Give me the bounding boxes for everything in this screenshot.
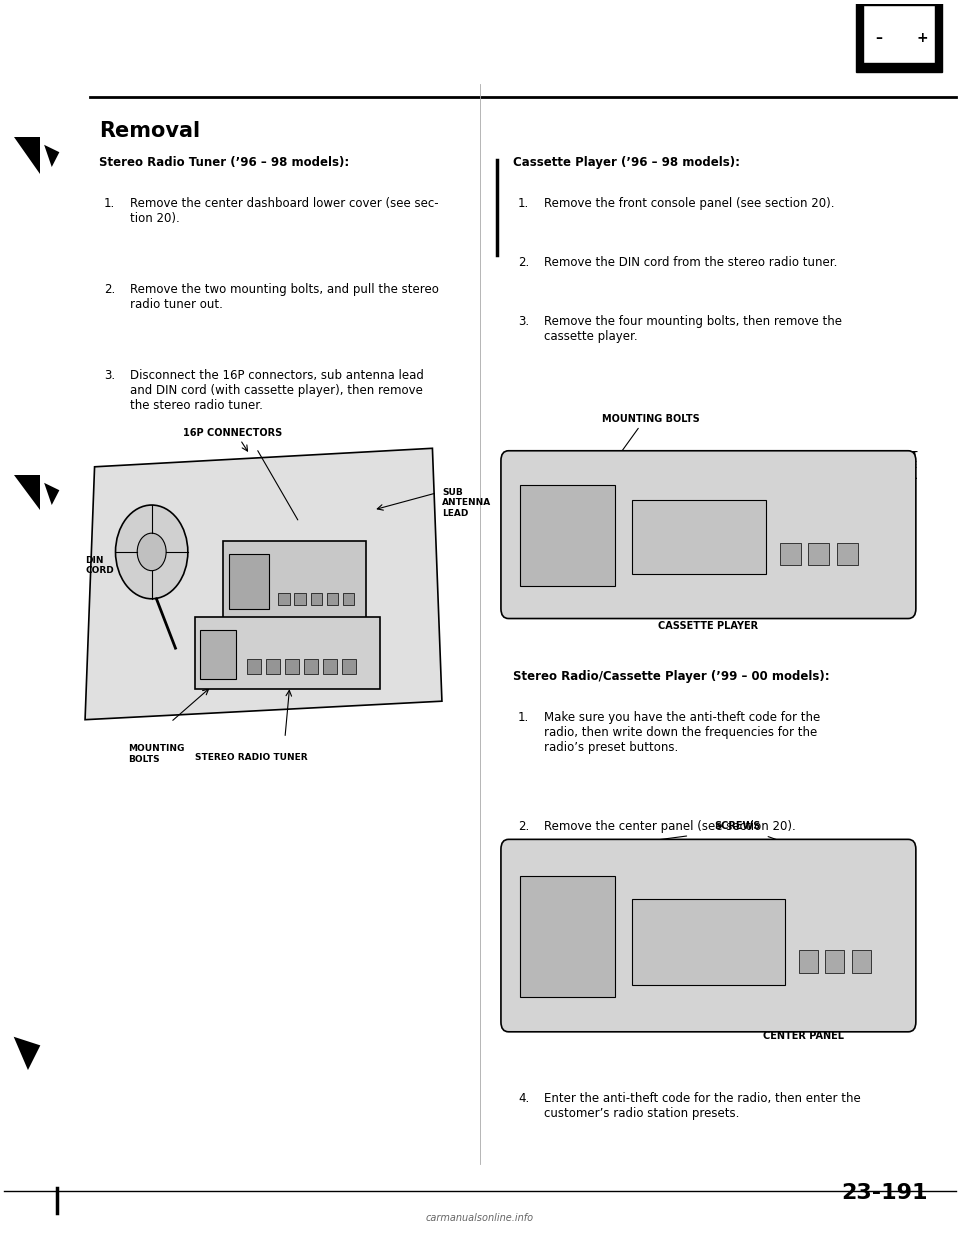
- Text: 3.: 3.: [104, 369, 115, 383]
- Text: Enter the anti-theft code for the radio, then enter the
customer’s radio station: Enter the anti-theft code for the radio,…: [543, 1092, 860, 1120]
- Polygon shape: [13, 138, 40, 174]
- Text: Remove the four mounting screws, and disconnect
the 20P connector and antenna le: Remove the four mounting screws, and dis…: [543, 879, 844, 922]
- Text: Remove the center panel (see section 20).: Remove the center panel (see section 20)…: [543, 820, 796, 832]
- FancyBboxPatch shape: [247, 660, 261, 674]
- Text: 2.: 2.: [518, 256, 529, 268]
- FancyBboxPatch shape: [323, 660, 337, 674]
- FancyBboxPatch shape: [228, 554, 269, 609]
- FancyBboxPatch shape: [223, 540, 366, 621]
- Text: SCREWS: SCREWS: [714, 821, 760, 831]
- Text: 4.: 4.: [518, 1092, 529, 1105]
- Circle shape: [115, 505, 188, 599]
- Text: –: –: [876, 31, 882, 46]
- FancyBboxPatch shape: [342, 660, 356, 674]
- FancyBboxPatch shape: [311, 592, 322, 605]
- FancyBboxPatch shape: [852, 950, 871, 972]
- Polygon shape: [85, 448, 442, 719]
- Text: Cassette Player (’96 – 98 models):: Cassette Player (’96 – 98 models):: [514, 156, 740, 169]
- FancyBboxPatch shape: [633, 898, 784, 985]
- Text: Stereo Radio Tuner (’96 – 98 models):: Stereo Radio Tuner (’96 – 98 models):: [99, 156, 349, 169]
- Text: MOUNTING BOLTS: MOUNTING BOLTS: [603, 414, 700, 424]
- FancyBboxPatch shape: [278, 592, 290, 605]
- FancyBboxPatch shape: [295, 592, 306, 605]
- Text: Remove the four mounting bolts, then remove the
cassette player.: Remove the four mounting bolts, then rem…: [543, 315, 842, 343]
- Text: Stereo Radio/Cassette Player (’99 – 00 models):: Stereo Radio/Cassette Player (’99 – 00 m…: [514, 671, 830, 683]
- Text: MOUNTING
BOLTS: MOUNTING BOLTS: [128, 744, 184, 764]
- Text: 2.: 2.: [104, 283, 115, 296]
- FancyBboxPatch shape: [520, 877, 615, 997]
- FancyBboxPatch shape: [808, 543, 829, 565]
- Text: 1.: 1.: [518, 712, 529, 724]
- FancyBboxPatch shape: [863, 5, 935, 63]
- Text: +: +: [917, 31, 928, 46]
- Text: 3.: 3.: [518, 315, 529, 328]
- Text: FRONT
CONSOLE
PANEL: FRONT CONSOLE PANEL: [870, 451, 918, 481]
- Text: 1.: 1.: [518, 196, 529, 210]
- FancyBboxPatch shape: [285, 660, 300, 674]
- Text: Remove the DIN cord from the stereo radio tuner.: Remove the DIN cord from the stereo radi…: [543, 256, 837, 268]
- Circle shape: [137, 533, 166, 570]
- Text: 16P CONNECTORS: 16P CONNECTORS: [183, 428, 282, 438]
- Text: CASSETTE PLAYER: CASSETTE PLAYER: [659, 621, 758, 631]
- FancyBboxPatch shape: [195, 617, 380, 689]
- FancyBboxPatch shape: [780, 543, 801, 565]
- Text: STEREO RADIO TUNER: STEREO RADIO TUNER: [195, 753, 308, 763]
- FancyBboxPatch shape: [856, 0, 942, 72]
- FancyBboxPatch shape: [326, 592, 338, 605]
- FancyBboxPatch shape: [343, 592, 354, 605]
- Text: Remove the front console panel (see section 20).: Remove the front console panel (see sect…: [543, 196, 834, 210]
- Text: Remove the center dashboard lower cover (see sec-
tion 20).: Remove the center dashboard lower cover …: [130, 196, 439, 225]
- Text: SUB
ANTENNA
LEAD: SUB ANTENNA LEAD: [442, 488, 492, 518]
- Text: Disconnect the 16P connectors, sub antenna lead
and DIN cord (with cassette play: Disconnect the 16P connectors, sub anten…: [130, 369, 423, 412]
- Text: carmanualsonline.info: carmanualsonline.info: [426, 1213, 534, 1223]
- FancyBboxPatch shape: [501, 451, 916, 619]
- Text: 1.: 1.: [104, 196, 115, 210]
- Text: Removal: Removal: [99, 122, 201, 142]
- FancyBboxPatch shape: [201, 630, 236, 679]
- Text: Remove the two mounting bolts, and pull the stereo
radio tuner out.: Remove the two mounting bolts, and pull …: [130, 283, 439, 310]
- FancyBboxPatch shape: [501, 840, 916, 1032]
- Polygon shape: [44, 483, 60, 505]
- Text: CENTER PANEL: CENTER PANEL: [763, 1031, 844, 1041]
- FancyBboxPatch shape: [826, 950, 845, 972]
- Text: 3.: 3.: [518, 879, 529, 892]
- Text: Make sure you have the anti-theft code for the
radio, then write down the freque: Make sure you have the anti-theft code f…: [543, 712, 820, 754]
- FancyBboxPatch shape: [520, 486, 615, 586]
- Text: STEREO RADIO
CASSETTE PLAYER: STEREO RADIO CASSETTE PLAYER: [507, 841, 599, 859]
- Polygon shape: [13, 476, 40, 510]
- FancyBboxPatch shape: [266, 660, 280, 674]
- FancyBboxPatch shape: [633, 501, 765, 574]
- FancyBboxPatch shape: [304, 660, 318, 674]
- Text: 2.: 2.: [518, 820, 529, 832]
- Text: DIN
CORD: DIN CORD: [85, 555, 114, 575]
- Text: DIN CORD: DIN CORD: [506, 596, 556, 605]
- FancyBboxPatch shape: [837, 543, 858, 565]
- Polygon shape: [44, 145, 60, 166]
- Polygon shape: [13, 1037, 40, 1071]
- Text: 23-191: 23-191: [841, 1184, 927, 1203]
- FancyBboxPatch shape: [799, 950, 818, 972]
